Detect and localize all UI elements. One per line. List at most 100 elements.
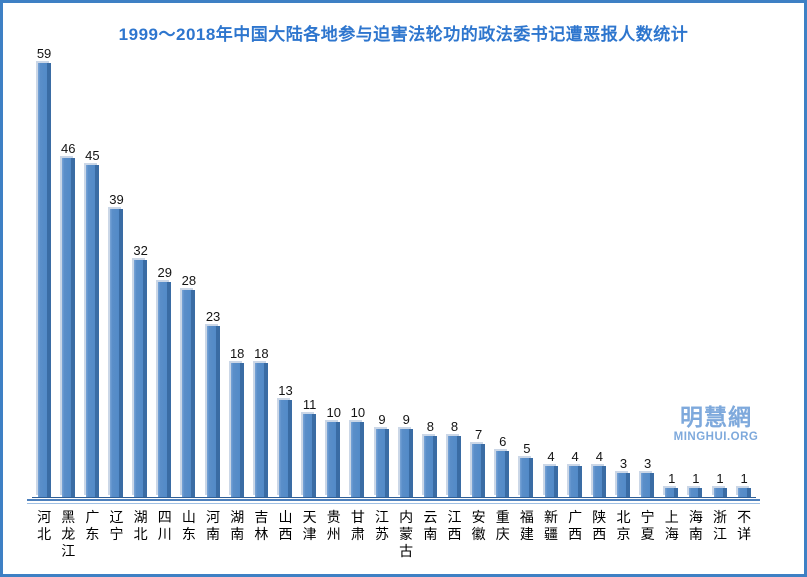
x-axis-label: 贵州 bbox=[322, 509, 346, 560]
x-axis-label: 黑龙江 bbox=[56, 509, 80, 560]
bar-column: 9 bbox=[370, 413, 394, 497]
x-axis-label-text: 四川 bbox=[157, 509, 172, 542]
x-axis-label-text: 新疆 bbox=[544, 509, 559, 542]
x-axis-label-text: 北京 bbox=[616, 509, 631, 542]
bar-value-label: 4 bbox=[595, 449, 603, 464]
bar-column: 8 bbox=[418, 420, 442, 497]
bar bbox=[689, 488, 703, 497]
x-axis-label: 浙江 bbox=[708, 509, 732, 560]
bar-value-label: 11 bbox=[302, 397, 317, 412]
bar-column: 23 bbox=[201, 310, 225, 497]
bar bbox=[399, 429, 413, 497]
bar-value-label: 13 bbox=[278, 383, 293, 398]
x-axis-label: 江苏 bbox=[370, 509, 394, 560]
bar bbox=[592, 466, 606, 497]
bar-value-label: 32 bbox=[133, 243, 148, 258]
bar-column: 59 bbox=[32, 47, 56, 497]
bar-value-label: 5 bbox=[523, 441, 531, 456]
x-axis-label-text: 湖南 bbox=[230, 509, 245, 542]
bar bbox=[496, 451, 510, 497]
bar bbox=[423, 436, 437, 497]
x-axis-line-shadow bbox=[27, 503, 760, 504]
bar-value-label: 4 bbox=[571, 449, 579, 464]
bar bbox=[109, 209, 123, 497]
bar bbox=[230, 363, 244, 497]
bar-column: 4 bbox=[587, 450, 611, 497]
bar bbox=[182, 290, 196, 497]
x-axis-label-text: 河北 bbox=[37, 509, 52, 542]
x-axis-label-text: 重庆 bbox=[495, 509, 510, 542]
bar-column: 9 bbox=[394, 413, 418, 497]
bar-column: 6 bbox=[491, 435, 515, 497]
bar bbox=[665, 488, 679, 497]
x-axis-label-text: 上海 bbox=[664, 509, 679, 542]
x-axis-label: 山西 bbox=[273, 509, 297, 560]
x-axis-label: 安徽 bbox=[467, 509, 491, 560]
x-axis-label: 宁夏 bbox=[636, 509, 660, 560]
bar bbox=[568, 466, 582, 497]
x-axis-label: 重庆 bbox=[491, 509, 515, 560]
x-axis-label-text: 不详 bbox=[737, 509, 752, 542]
bar-column: 1 bbox=[732, 472, 756, 497]
bar-column: 29 bbox=[153, 266, 177, 497]
x-axis-label-text: 辽宁 bbox=[109, 509, 124, 542]
bar-column: 39 bbox=[104, 193, 128, 497]
bar-value-label: 3 bbox=[619, 456, 628, 471]
bar-column: 1 bbox=[708, 472, 732, 497]
bar-column: 18 bbox=[225, 347, 249, 497]
x-axis-label-text: 云南 bbox=[423, 509, 438, 542]
x-axis-label-text: 广西 bbox=[568, 509, 583, 542]
bar-value-label: 1 bbox=[692, 471, 700, 486]
chart-title: 1999～2018年中国大陆各地参与迫害法轮功的政法委书记遭恶报人数统计 bbox=[118, 25, 689, 44]
bar-value-label: 28 bbox=[181, 273, 197, 288]
bar-column: 3 bbox=[636, 457, 660, 497]
bar bbox=[375, 429, 389, 497]
bar-value-label: 39 bbox=[109, 192, 124, 207]
x-axis-label-text: 广东 bbox=[85, 509, 100, 542]
watermark-logo-text: 明慧網 bbox=[680, 404, 752, 430]
x-axis-label: 吉林 bbox=[249, 509, 273, 560]
x-axis-label: 山东 bbox=[177, 509, 201, 560]
bar bbox=[327, 422, 341, 497]
bar bbox=[616, 473, 630, 497]
bar bbox=[37, 63, 51, 497]
bar bbox=[447, 436, 461, 497]
x-axis-label-text: 海南 bbox=[688, 509, 703, 542]
bar-column: 32 bbox=[129, 244, 153, 497]
bar-value-label: 29 bbox=[157, 265, 172, 280]
bar-column: 13 bbox=[273, 384, 297, 497]
x-axis-label-text: 浙江 bbox=[713, 509, 727, 542]
bar-column: 45 bbox=[80, 149, 104, 497]
bar bbox=[61, 158, 75, 497]
x-axis-label: 湖南 bbox=[225, 509, 249, 560]
watermark-url-text: MINGHUI.ORG bbox=[673, 431, 759, 443]
bar-column: 28 bbox=[177, 274, 201, 497]
x-axis-label-text: 山西 bbox=[278, 509, 293, 542]
bar-value-label: 6 bbox=[499, 434, 507, 449]
x-axis-label: 广西 bbox=[563, 509, 587, 560]
x-axis-label: 北京 bbox=[611, 509, 635, 560]
bar-value-label: 8 bbox=[426, 419, 434, 434]
bar-value-label: 10 bbox=[326, 405, 341, 420]
bar bbox=[472, 444, 486, 497]
bar bbox=[303, 414, 317, 497]
bar-value-label: 1 bbox=[668, 471, 676, 486]
x-axis-label-text: 吉林 bbox=[254, 509, 269, 542]
bar-column: 1 bbox=[684, 472, 708, 497]
x-axis-label-text: 河南 bbox=[206, 509, 221, 542]
x-axis-label: 甘肃 bbox=[346, 509, 370, 560]
bar bbox=[713, 488, 727, 497]
x-axis-label-text: 安徽 bbox=[471, 509, 486, 542]
x-axis-label-text: 江苏 bbox=[375, 509, 390, 542]
x-axis-label: 上海 bbox=[660, 509, 684, 560]
bar bbox=[641, 473, 655, 497]
x-axis-label-text: 山东 bbox=[181, 509, 196, 542]
bar-value-label: 18 bbox=[229, 346, 245, 361]
x-axis-line bbox=[27, 499, 760, 501]
x-axis-label: 海南 bbox=[684, 509, 708, 560]
bar bbox=[737, 488, 751, 497]
bar-value-label: 4 bbox=[547, 449, 555, 464]
x-axis-label: 河南 bbox=[201, 509, 225, 560]
x-axis-label: 云南 bbox=[418, 509, 442, 560]
x-axis-label: 湖北 bbox=[129, 509, 153, 560]
